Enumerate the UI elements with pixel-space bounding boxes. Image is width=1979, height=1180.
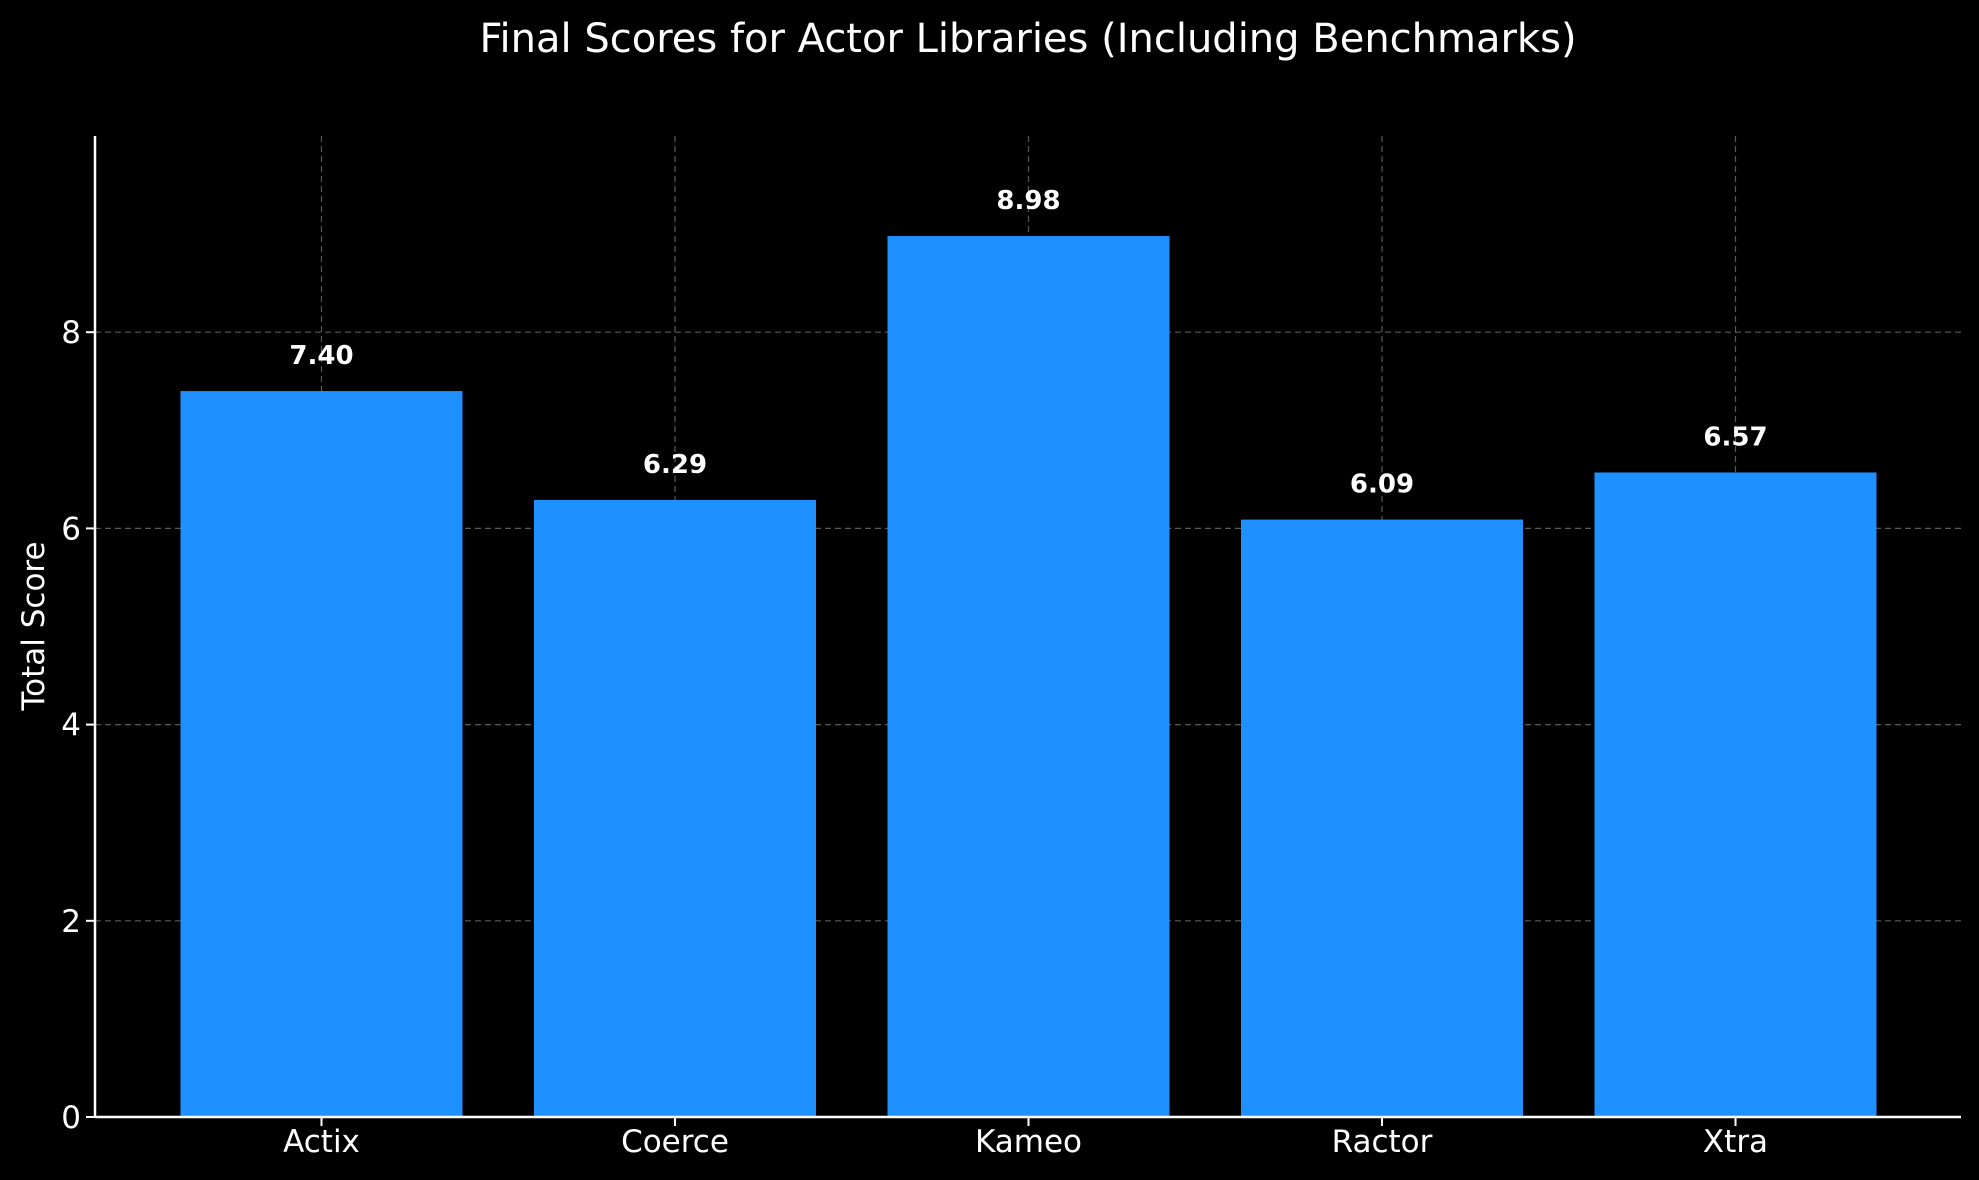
bar-value-label: 6.09 xyxy=(1350,470,1414,500)
x-tick-label: Ractor xyxy=(1332,1124,1433,1160)
y-axis-label: Total Score xyxy=(16,541,52,711)
y-tick-label: 0 xyxy=(61,1100,81,1136)
y-tick-label: 6 xyxy=(61,511,81,547)
bar-coerce xyxy=(534,499,816,1117)
bar-xtra xyxy=(1594,472,1877,1117)
bars xyxy=(180,236,1877,1117)
bar-kameo xyxy=(887,236,1170,1117)
y-tick-label: 4 xyxy=(61,708,81,744)
bar-ractor xyxy=(1241,519,1523,1117)
x-tick-label: Actix xyxy=(283,1124,360,1160)
bar-value-label: 7.40 xyxy=(289,341,353,371)
y-ticks: 0 2 4 6 8 xyxy=(61,315,95,1136)
bar-actix xyxy=(180,391,463,1117)
chart-title: Final Scores for Actor Libraries (Includ… xyxy=(479,16,1576,62)
data-labels: 7.40 6.29 8.98 6.09 6.57 xyxy=(289,186,1767,500)
x-tick-label: Kameo xyxy=(975,1124,1082,1160)
y-tick-label: 2 xyxy=(61,904,81,940)
x-ticks: Actix Coerce Kameo Ractor Xtra xyxy=(283,1117,1768,1160)
bar-value-label: 8.98 xyxy=(996,186,1060,216)
x-tick-label: Coerce xyxy=(621,1124,729,1160)
x-tick-label: Xtra xyxy=(1703,1124,1768,1160)
y-tick-label: 8 xyxy=(61,315,81,351)
bar-value-label: 6.57 xyxy=(1703,422,1767,452)
bar-value-label: 6.29 xyxy=(643,450,707,480)
